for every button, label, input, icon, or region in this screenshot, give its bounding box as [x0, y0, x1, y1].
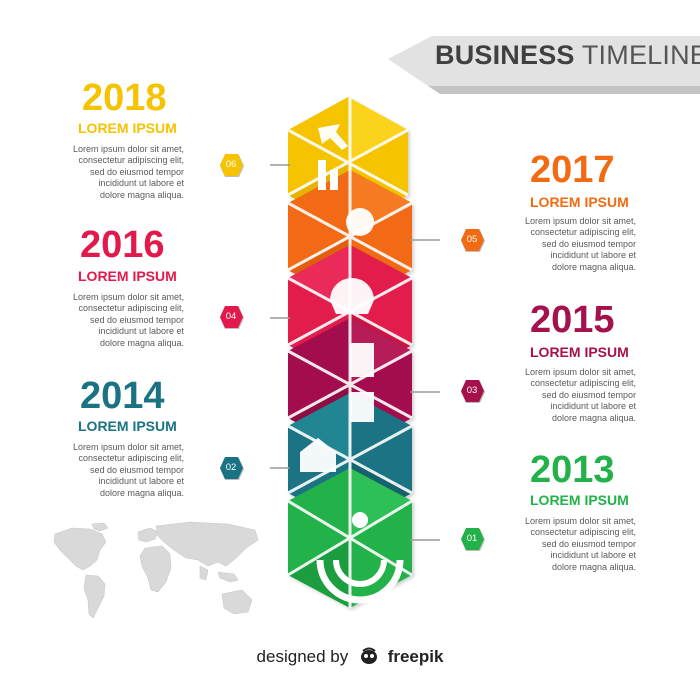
milestone-description: Lorem ipsum dolor sit amet, consectetur …	[524, 216, 636, 272]
timeline-hex-graphic	[270, 97, 440, 608]
milestone-subtitle: LOREM IPSUM	[530, 492, 629, 508]
step-badge: 02	[219, 457, 244, 480]
title-bold: BUSINESS	[435, 40, 575, 70]
milestone-description: Lorem ipsum dolor sit amet, consectetur …	[72, 442, 184, 498]
step-badge: 01	[460, 528, 485, 551]
milestone-year: 2017	[530, 149, 615, 191]
title-light: TIMELINE	[581, 40, 700, 70]
freepik-logo-icon	[360, 647, 377, 664]
milestone-year: 2015	[530, 299, 615, 341]
milestone-year: 2018	[82, 77, 167, 119]
milestone-year: 2014	[80, 375, 165, 417]
milestone-description: Lorem ipsum dolor sit amet, consectetur …	[524, 367, 636, 423]
milestone-year: 2016	[80, 224, 165, 266]
milestone-description: Lorem ipsum dolor sit amet, consectetur …	[524, 516, 636, 572]
page-title: BUSINESS TIMELINE	[435, 40, 700, 71]
step-badge: 06	[219, 154, 244, 177]
header-banner	[388, 36, 700, 94]
milestone-subtitle: LOREM IPSUM	[78, 120, 177, 136]
milestone-subtitle: LOREM IPSUM	[78, 418, 177, 434]
step-badge: 03	[460, 380, 485, 403]
world-map-icon	[53, 521, 259, 619]
milestone-description: Lorem ipsum dolor sit amet, consectetur …	[72, 292, 184, 348]
milestone-subtitle: LOREM IPSUM	[530, 344, 629, 360]
milestone-subtitle: LOREM IPSUM	[530, 194, 629, 210]
milestone-description: Lorem ipsum dolor sit amet, consectetur …	[72, 144, 184, 200]
footer-credit: designed by freepik	[0, 647, 700, 667]
step-badge: 05	[460, 229, 485, 252]
footer-brand: freepik	[387, 647, 444, 666]
step-badge: 04	[219, 306, 244, 329]
footer-prefix: designed by	[256, 647, 349, 666]
milestone-year: 2013	[530, 449, 615, 491]
milestone-subtitle: LOREM IPSUM	[78, 268, 177, 284]
